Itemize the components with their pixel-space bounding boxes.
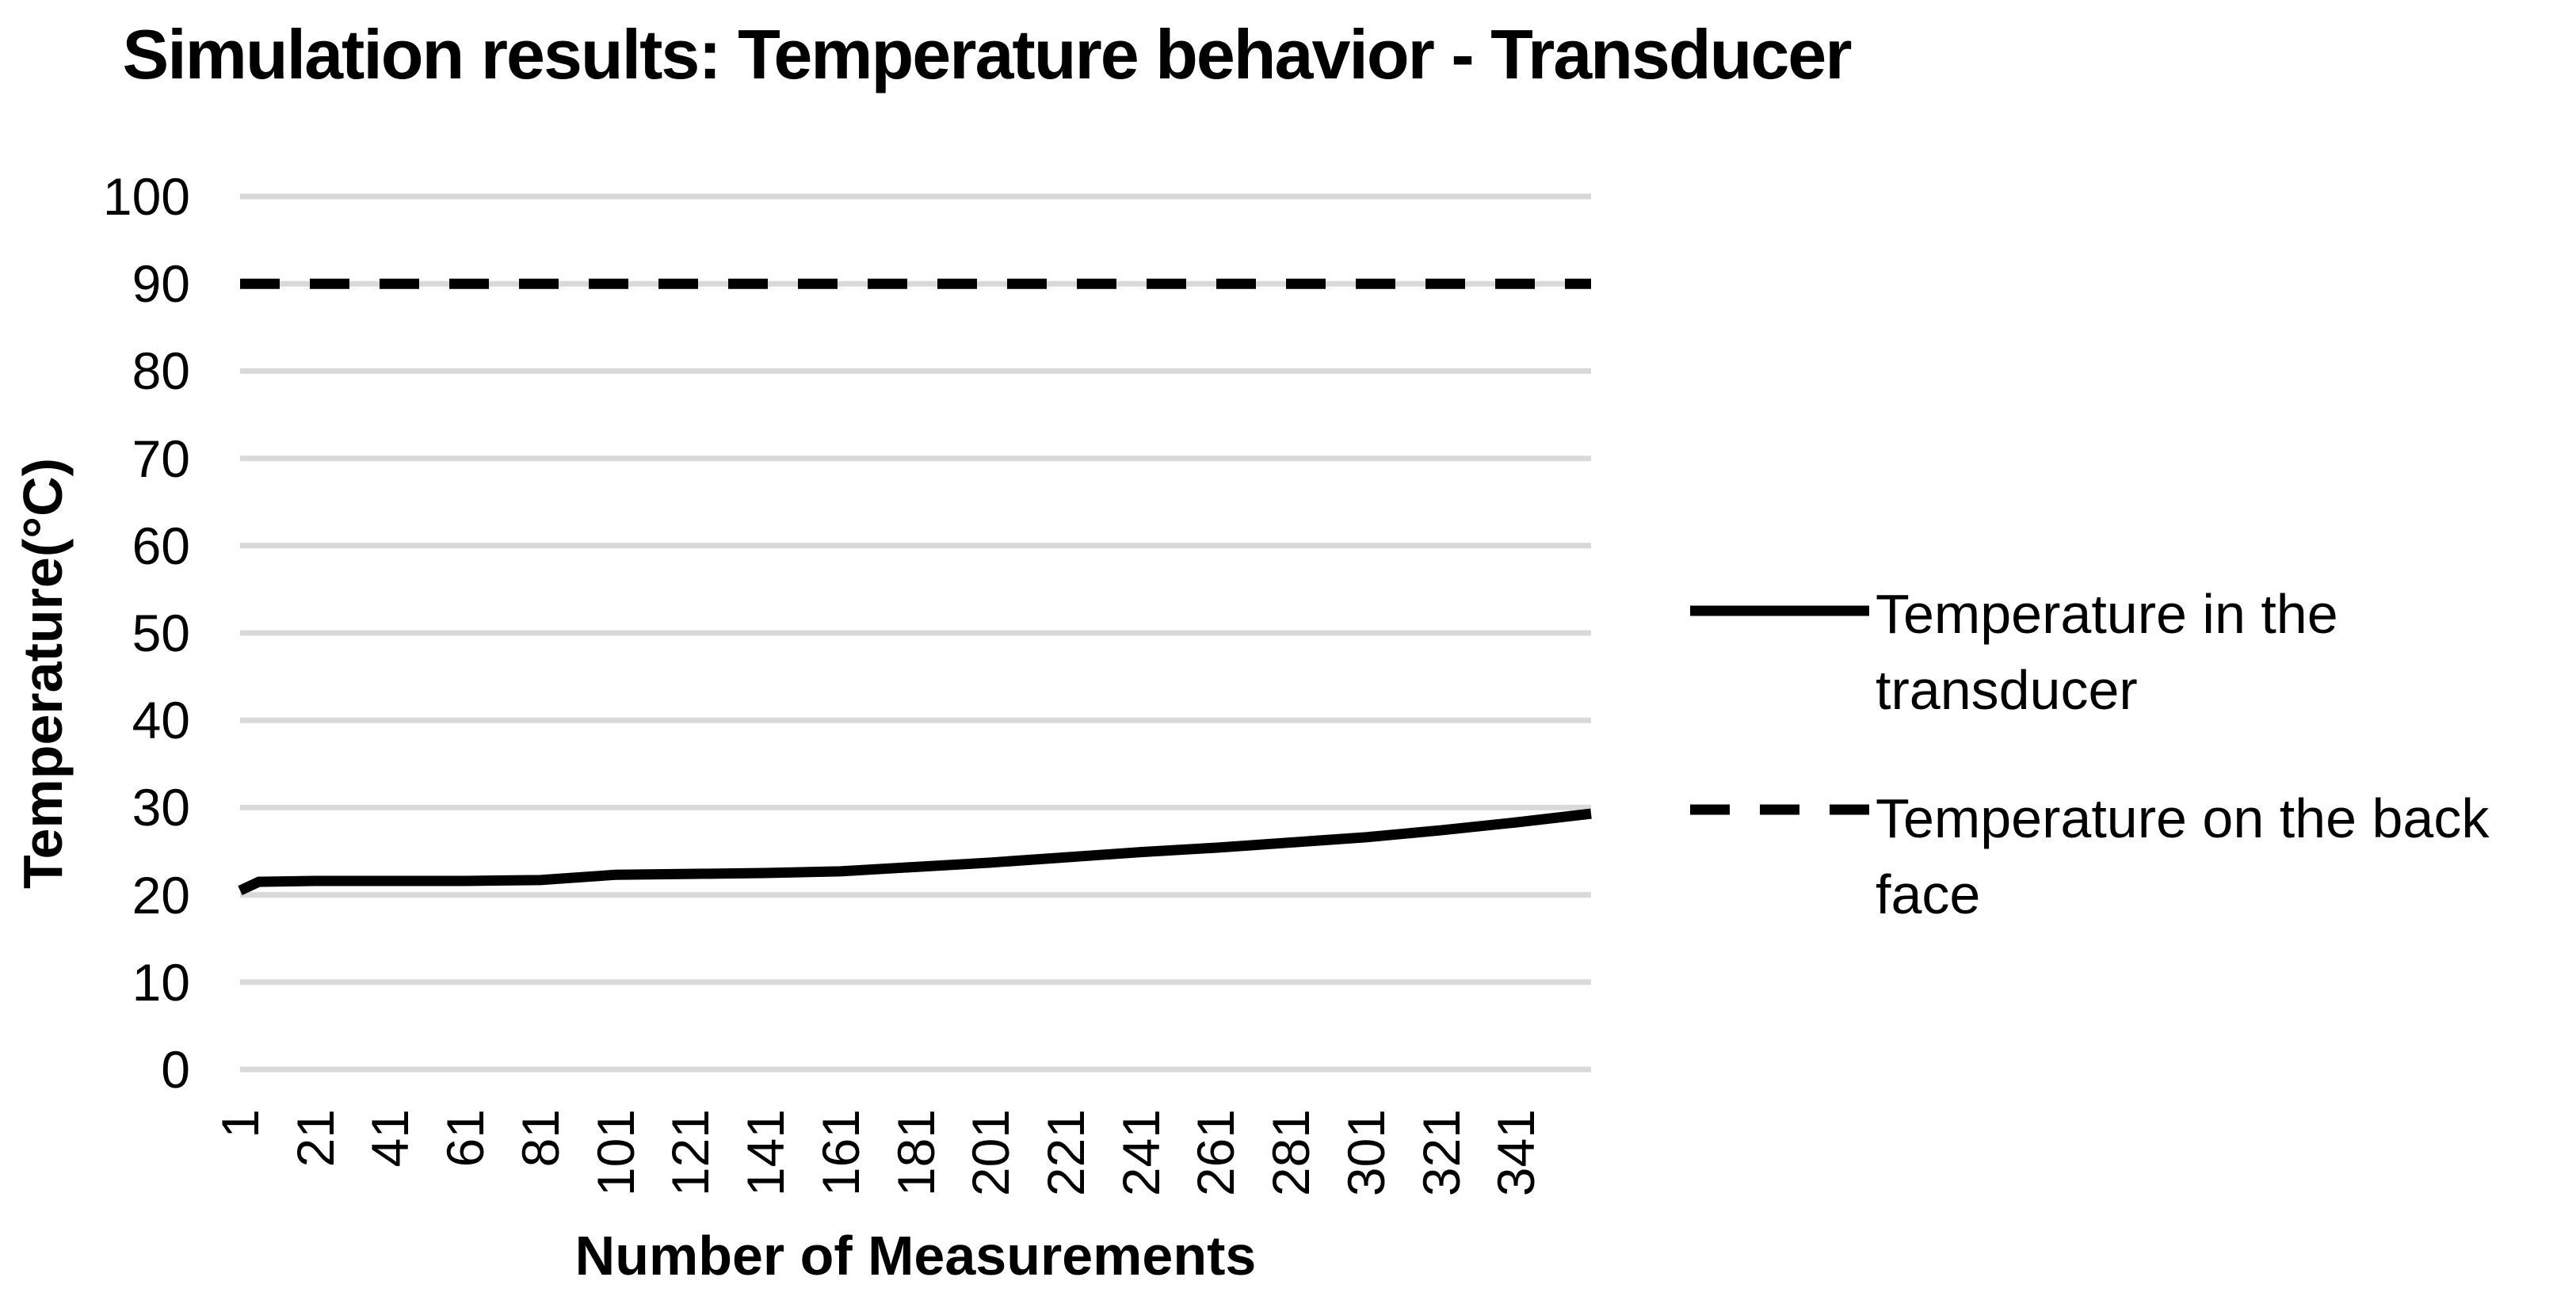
legend-entry-transducer: Temperature in the transducer	[1876, 576, 2338, 728]
x-tick-label: 141	[736, 1109, 796, 1197]
x-tick-label: 1	[211, 1109, 269, 1138]
x-tick-label: 81	[510, 1109, 570, 1168]
legend-label-line: Temperature on the back	[1876, 787, 2490, 849]
y-tick-label: 100	[102, 167, 190, 226]
series-lines	[238, 278, 1592, 895]
x-axis-title: Number of Measurements	[574, 1225, 1257, 1287]
y-tick-label: 30	[132, 778, 190, 837]
y-tick-label: 0	[161, 1040, 190, 1099]
y-tick-label: 10	[132, 952, 190, 1012]
x-tick-label: 261	[1186, 1109, 1246, 1197]
y-tick-label: 90	[132, 254, 190, 314]
legend-line-samples	[1690, 605, 1869, 815]
x-tick-label: 281	[1261, 1109, 1321, 1197]
x-tick-label: 341	[1486, 1109, 1546, 1197]
x-tick-label: 101	[586, 1109, 645, 1197]
y-tick-label: 50	[132, 604, 190, 662]
x-tick-label: 321	[1411, 1109, 1471, 1197]
x-tick-label: 121	[661, 1109, 720, 1197]
y-tick-label: 70	[132, 429, 190, 488]
x-tick-label: 21	[285, 1109, 345, 1168]
x-tick-label: 201	[961, 1109, 1021, 1197]
y-tick-label: 20	[132, 865, 190, 924]
x-tick-label: 61	[436, 1109, 495, 1168]
legend-label-line: Temperature in the	[1876, 583, 2338, 645]
legend-entry-back-face: Temperature on the back face	[1876, 780, 2489, 932]
y-tick-label: 40	[132, 691, 190, 750]
x-tick-label: 161	[811, 1109, 870, 1197]
x-tick-label: 181	[886, 1109, 945, 1197]
gridlines	[240, 193, 1591, 1073]
chart-title: Simulation results: Temperature behavior…	[122, 15, 1853, 93]
legend-label-line: face	[1876, 863, 1981, 925]
legend-label-line: transducer	[1876, 659, 2138, 721]
x-tick-label: 301	[1336, 1109, 1395, 1197]
x-tick-label: 241	[1111, 1109, 1170, 1197]
x-tick-label: 41	[361, 1109, 420, 1168]
series-line-transducer	[238, 808, 1592, 895]
x-tick-label: 221	[1036, 1109, 1095, 1197]
y-tick-label: 60	[132, 516, 190, 575]
y-tick-label: 80	[132, 341, 190, 401]
